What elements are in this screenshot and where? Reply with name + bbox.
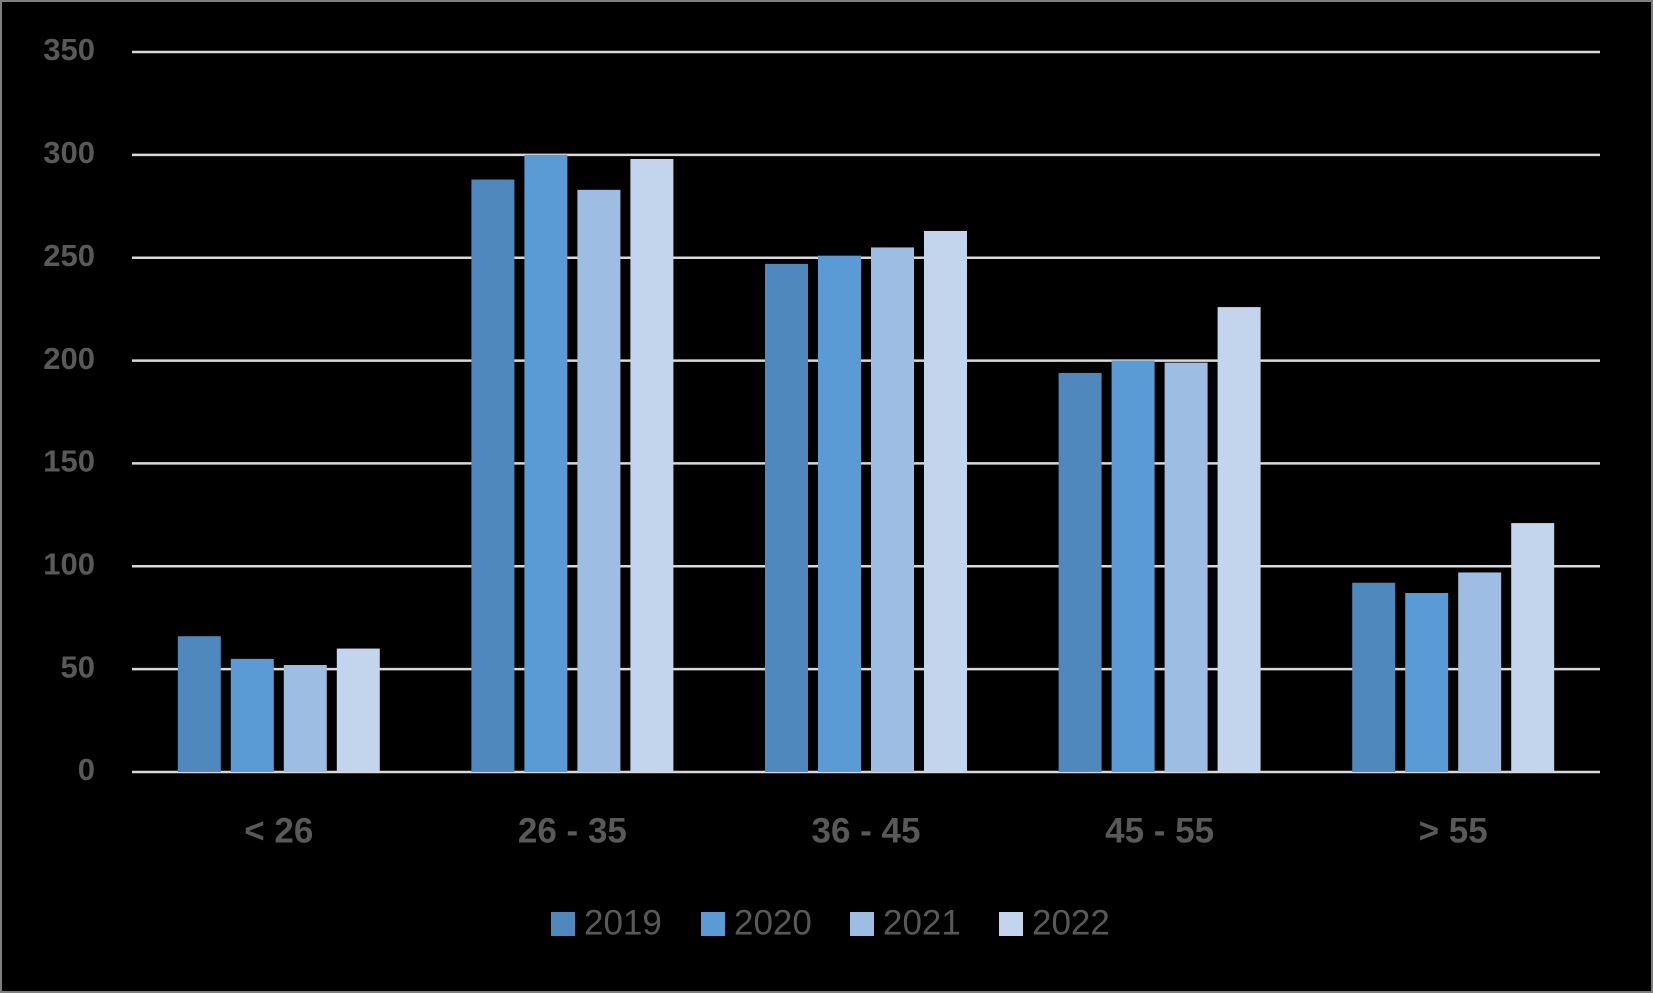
x-tick-label: > 55: [1419, 811, 1488, 850]
legend-swatch: [551, 912, 575, 936]
x-tick-label: 45 - 55: [1105, 811, 1214, 850]
x-tick-label: 36 - 45: [812, 811, 921, 850]
bar: [1058, 372, 1102, 772]
bar: [230, 658, 274, 772]
bar: [336, 648, 380, 772]
x-tick-label: < 26: [244, 811, 313, 850]
y-tick-label: 200: [43, 341, 95, 376]
bar: [818, 255, 861, 772]
legend-swatch: [999, 912, 1023, 936]
legend-label: 2020: [734, 903, 812, 942]
legend-label: 2021: [883, 903, 961, 942]
bar: [283, 665, 327, 772]
bar: [1458, 572, 1502, 772]
bar: [1111, 360, 1155, 772]
y-tick-label: 250: [43, 238, 95, 273]
y-tick-label: 0: [78, 752, 95, 787]
bar: [924, 230, 967, 772]
bar: [524, 154, 568, 772]
legend-label: 2019: [584, 903, 662, 942]
bar: [1217, 307, 1261, 772]
legend-swatch: [701, 912, 725, 936]
bar: [630, 158, 674, 772]
bar: [1164, 362, 1208, 772]
bar: [1352, 582, 1396, 772]
bar: [1405, 593, 1449, 772]
bar: [177, 636, 221, 772]
legend-swatch: [850, 912, 874, 936]
y-tick-label: 100: [43, 546, 95, 581]
bar: [1511, 523, 1555, 772]
bar: [765, 263, 808, 772]
bar: [871, 247, 914, 772]
legend-label: 2022: [1032, 903, 1110, 942]
bar: [577, 189, 621, 773]
bar: [471, 179, 515, 773]
y-tick-label: 50: [61, 649, 95, 684]
y-tick-label: 350: [43, 32, 95, 67]
x-tick-label: 26 - 35: [518, 811, 627, 850]
y-tick-label: 150: [43, 444, 95, 479]
y-tick-label: 300: [43, 135, 95, 170]
